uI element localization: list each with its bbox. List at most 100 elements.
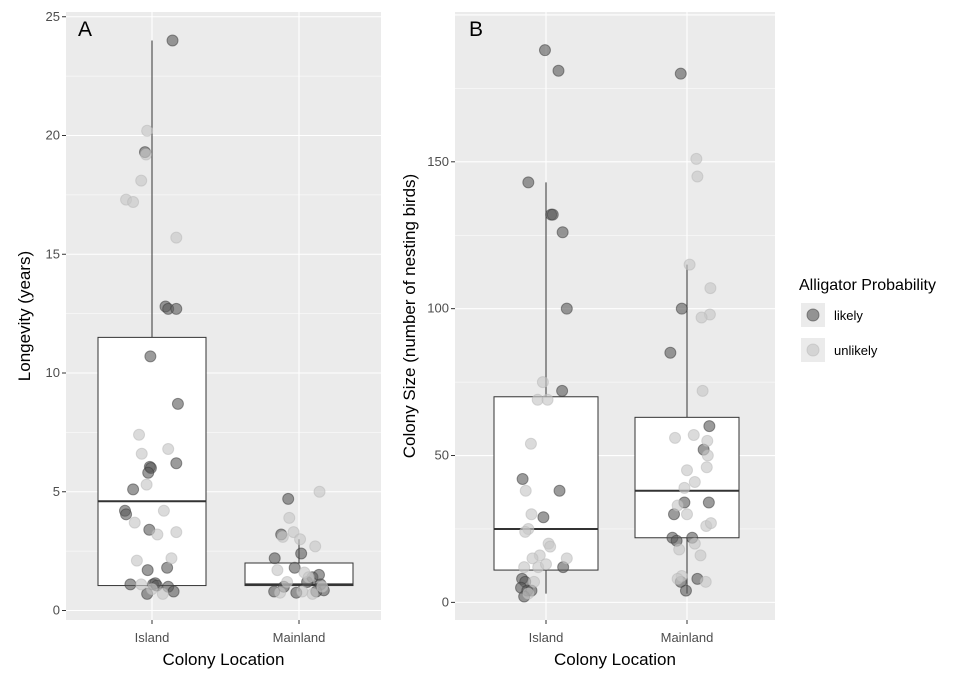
a-point-likely: [268, 552, 281, 565]
b-point-unlikely: [536, 376, 549, 389]
a-point-likely: [288, 561, 301, 574]
a-point-unlikely: [127, 196, 140, 208]
b-point-likely: [679, 584, 692, 597]
b-point-unlikely: [687, 428, 700, 441]
a-point-unlikely: [135, 447, 148, 460]
b-point-likely: [546, 208, 559, 221]
panel-b-x-axis-title: Colony Location: [554, 650, 676, 669]
b-y-tick-label: 150: [427, 154, 449, 169]
a-point-unlikely: [170, 231, 183, 244]
b-point-likely: [537, 511, 550, 524]
b-y-tick-label: 50: [435, 448, 449, 463]
b-point-unlikely: [688, 537, 701, 550]
a-y-tick-label: 10: [46, 365, 60, 380]
a-point-unlikely: [281, 576, 294, 588]
b-y-tick-label: 100: [427, 301, 449, 316]
a-point-likely: [124, 578, 137, 591]
a-point-likely: [295, 547, 308, 560]
panel-a-x-axis-title: Colony Location: [163, 650, 285, 669]
b-point-unlikely: [519, 484, 532, 497]
a-point-unlikely: [140, 148, 153, 161]
panel-b-ticks: 0 50 100 150 Island Mainland: [427, 154, 713, 645]
b-point-likely: [664, 346, 677, 359]
b-point-unlikely: [525, 508, 538, 521]
a-point-unlikely: [296, 585, 309, 598]
b-point-unlikely: [700, 461, 713, 474]
b-x-tick-label: Island: [529, 630, 564, 645]
b-point-unlikely: [518, 561, 531, 574]
b-point-unlikely: [683, 258, 696, 271]
a-y-tick-label: 15: [46, 246, 60, 261]
b-point-unlikely: [519, 525, 532, 538]
legend-key-unlikely: [806, 343, 820, 357]
b-point-unlikely: [701, 449, 714, 462]
b-point-likely: [516, 473, 529, 486]
a-point-likely: [141, 564, 154, 577]
b-point-unlikely: [681, 508, 693, 521]
panel-b-letter: B: [469, 18, 483, 41]
a-x-tick-label: Mainland: [273, 630, 326, 645]
b-point-likely: [552, 64, 565, 77]
a-point-unlikely: [146, 583, 158, 596]
b-point-unlikely: [671, 499, 684, 512]
a-point-likely: [120, 508, 133, 521]
b-point-unlikely: [544, 540, 557, 553]
b-point-likely: [553, 484, 566, 497]
b-point-likely: [522, 176, 535, 189]
legend-label-likely: likely: [834, 308, 863, 323]
b-point-likely: [702, 496, 715, 509]
panel-a-y-axis-title: Longevity (years): [15, 251, 34, 381]
b-point-unlikely: [673, 543, 686, 556]
panel-a-ticks: 0 5 10 15 20 25 Island Mainland: [46, 9, 326, 645]
legend: Alligator Probability likely unlikely: [799, 277, 936, 362]
a-point-likely: [166, 34, 179, 47]
a-point-unlikely: [133, 428, 146, 441]
panel-a: 0 5 10 15 20 25 Island Mainland A Colony Locati…: [15, 9, 381, 669]
b-point-unlikely: [688, 475, 701, 488]
b-point-unlikely: [541, 393, 554, 406]
b-point-unlikely: [681, 464, 693, 477]
a-point-unlikely: [135, 578, 148, 591]
legend-label-unlikely: unlikely: [834, 343, 878, 358]
b-point-unlikely: [694, 549, 707, 562]
a-point-unlikely: [274, 586, 287, 599]
panel-b: 0 50 100 150 Island Mainland B Colony Locatio…: [400, 12, 775, 669]
b-point-likely: [556, 384, 569, 397]
a-point-unlikely: [316, 580, 329, 593]
b-x-tick-label: Mainland: [661, 630, 714, 645]
b-y-tick-label: 0: [442, 594, 449, 609]
a-point-unlikely: [128, 516, 141, 529]
b-point-unlikely: [704, 282, 717, 295]
panel-b-points: [515, 44, 717, 603]
b-point-unlikely: [528, 575, 541, 588]
a-point-unlikely: [170, 526, 183, 539]
b-point-unlikely: [669, 431, 682, 444]
b-point-unlikely: [524, 437, 537, 450]
panel-a-points: [119, 34, 330, 600]
a-point-likely: [170, 302, 183, 315]
b-point-likely: [560, 302, 573, 315]
a-point-likely: [142, 466, 155, 479]
b-point-unlikely: [678, 481, 691, 494]
a-point-unlikely: [294, 533, 307, 546]
a-point-unlikely: [283, 511, 296, 524]
panel-b-y-axis-title: Colony Size (number of nesting birds): [400, 174, 419, 458]
b-point-unlikely: [671, 572, 684, 585]
a-point-likely: [127, 483, 140, 496]
a-point-unlikely: [130, 554, 143, 567]
panel-a-letter: A: [78, 18, 92, 41]
b-point-unlikely: [696, 384, 709, 397]
b-point-likely: [556, 226, 569, 239]
a-point-unlikely: [162, 443, 175, 455]
a-point-unlikely: [165, 552, 178, 565]
b-point-unlikely: [704, 517, 717, 530]
a-y-tick-label: 20: [46, 128, 60, 143]
a-y-tick-label: 5: [53, 484, 60, 499]
b-point-unlikely: [526, 552, 539, 565]
b-point-unlikely: [699, 575, 712, 588]
b-point-unlikely: [691, 170, 704, 183]
b-point-unlikely: [540, 558, 552, 571]
a-y-tick-label: 0: [53, 603, 60, 618]
